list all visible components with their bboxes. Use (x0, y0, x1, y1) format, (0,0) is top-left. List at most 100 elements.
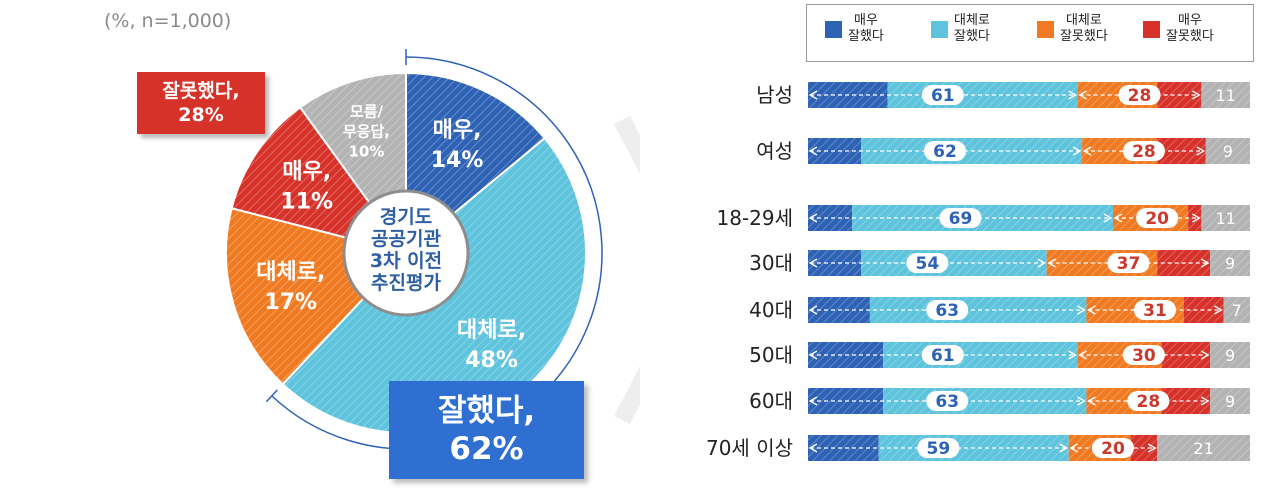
good-total-pill (921, 345, 964, 365)
arrow-head (1078, 90, 1087, 100)
bar-segment-unknown (1210, 250, 1250, 276)
bar-segment-unknown (1210, 388, 1250, 414)
bad-total-label: 28 (1128, 86, 1152, 106)
bar-row-label: 여성 (756, 139, 793, 163)
legend-label: 매우 잘못했다 (1166, 13, 1214, 44)
arrow-head (1147, 443, 1157, 453)
unknown-value-label: 11 (1216, 209, 1236, 228)
arrow-head (1103, 213, 1113, 223)
bad-total-pill (1127, 391, 1170, 411)
legend-swatch (825, 20, 842, 38)
arrow-head (808, 213, 818, 223)
arrow-head (1072, 146, 1082, 156)
bar-segment-unknown (1223, 297, 1250, 323)
good-total-pill (939, 208, 982, 228)
good-summary-value: 62% (449, 431, 524, 467)
bad-total-label: 37 (1117, 254, 1141, 274)
bar-segment-fairly-good (887, 82, 1078, 108)
legend-item-fairly-bad: 대체로 잘못했다 (1037, 13, 1108, 45)
pie-label-fairly-bad: 대체로, 17% (256, 260, 325, 315)
good-bracket-tick (265, 389, 278, 403)
arrow-head (1214, 305, 1223, 315)
bad-total-label: 28 (1137, 392, 1161, 412)
legend-label: 대체로 잘했다 (954, 13, 990, 44)
bad-total-pill (1122, 141, 1165, 161)
bad-total-pill (1122, 345, 1165, 365)
bad-total-pill (1091, 438, 1134, 458)
bad-total-pill (1118, 85, 1161, 105)
bad-summary-box: 잘못했다, 28% (137, 72, 265, 134)
pie-label-unknown: 모름/무응답, 10% (343, 103, 390, 161)
bad-total-pill (1107, 253, 1150, 273)
bar-row-label: 70세 이상 (706, 436, 793, 460)
arrow-head (1078, 350, 1087, 360)
bar-row-label: 남성 (756, 83, 793, 107)
arrow-head (1082, 146, 1092, 156)
good-total-label: 63 (935, 301, 959, 321)
bar-row-label: 40대 (749, 298, 793, 322)
good-total-pill (924, 141, 967, 161)
bar-segment-unknown (1201, 82, 1250, 108)
bar-row-label: 50대 (749, 343, 793, 367)
unknown-value-label: 9 (1223, 142, 1233, 161)
good-summary-title: 잘했다, (437, 393, 536, 429)
unknown-value-label: 9 (1225, 254, 1235, 273)
bad-total-label: 28 (1132, 142, 1156, 162)
good-summary-box: 잘했다, 62% (389, 381, 584, 479)
arrow-head (1196, 146, 1206, 156)
legend-item-very-good: 매우 잘했다 (825, 13, 884, 45)
arrow-head (808, 305, 818, 315)
unknown-value-label: 21 (1193, 439, 1213, 458)
arrow-head (1200, 350, 1210, 360)
good-bracket-arc (271, 56, 603, 450)
bar-segment-unknown (1205, 138, 1250, 164)
arrow-head (1077, 305, 1086, 315)
arrow-head (808, 350, 818, 360)
pie-chart: 매우, 14% 대체로, 48% 대체로, 17% 매우, 11%모름/무응답, 10% 경기도 공… (225, 49, 640, 450)
bar-row-label: 18-29세 (716, 206, 793, 230)
good-total-pill (917, 438, 960, 458)
arrow-head (1087, 305, 1096, 315)
legend-item-very-bad: 매우 잘못했다 (1143, 13, 1214, 45)
arrow-head (1077, 396, 1086, 406)
arrow-head (1192, 90, 1201, 100)
bad-total-pill (1136, 208, 1179, 228)
arrow-head (808, 396, 818, 406)
good-total-label: 59 (927, 439, 951, 459)
bar-segment-unknown (1201, 205, 1250, 231)
bar-legend: 매우 잘했다 대체로 잘했다 대체로 잘못했다 매우 잘못했다 (806, 4, 1254, 62)
bar-segment-very-good (808, 205, 853, 231)
pie-label-very-good: 매우, 14% (431, 118, 484, 173)
arrow-head (1068, 90, 1077, 100)
bar-row-label: 30대 (749, 251, 793, 275)
bar-segment-unknown (1157, 435, 1250, 461)
legend-swatch (1037, 20, 1054, 38)
good-total-label: 61 (931, 86, 955, 106)
arrow-head (1200, 396, 1210, 406)
sample-note: (%, n=1,000) (104, 10, 232, 32)
bad-summary-title: 잘못했다, (162, 80, 240, 102)
legend-label: 매우 잘했다 (848, 13, 884, 44)
pie-label-fairly-good: 대체로, 48% (457, 318, 526, 373)
arrow-head (1200, 258, 1210, 268)
unknown-value-label: 9 (1225, 392, 1235, 411)
unknown-value-label: 11 (1216, 86, 1236, 105)
bad-total-label: 30 (1132, 346, 1156, 366)
bad-total-label: 20 (1145, 209, 1169, 229)
good-total-label: 62 (933, 142, 957, 162)
good-total-label: 63 (935, 392, 959, 412)
good-total-pill (926, 300, 969, 320)
arrow-head (1192, 213, 1201, 223)
arrow-head (1059, 443, 1069, 453)
arrow-head (808, 146, 818, 156)
bad-total-label: 20 (1101, 439, 1125, 459)
unknown-value-label: 9 (1225, 346, 1235, 365)
arrow-head (808, 90, 818, 100)
pie-center-label: 경기도 공공기관 3차 이전 추진평가 (370, 206, 442, 294)
unknown-value-label: 7 (1232, 301, 1242, 320)
arrow-head (1047, 258, 1057, 268)
arrow-head (1087, 396, 1096, 406)
good-total-pill (926, 391, 969, 411)
pie-center (342, 189, 470, 317)
